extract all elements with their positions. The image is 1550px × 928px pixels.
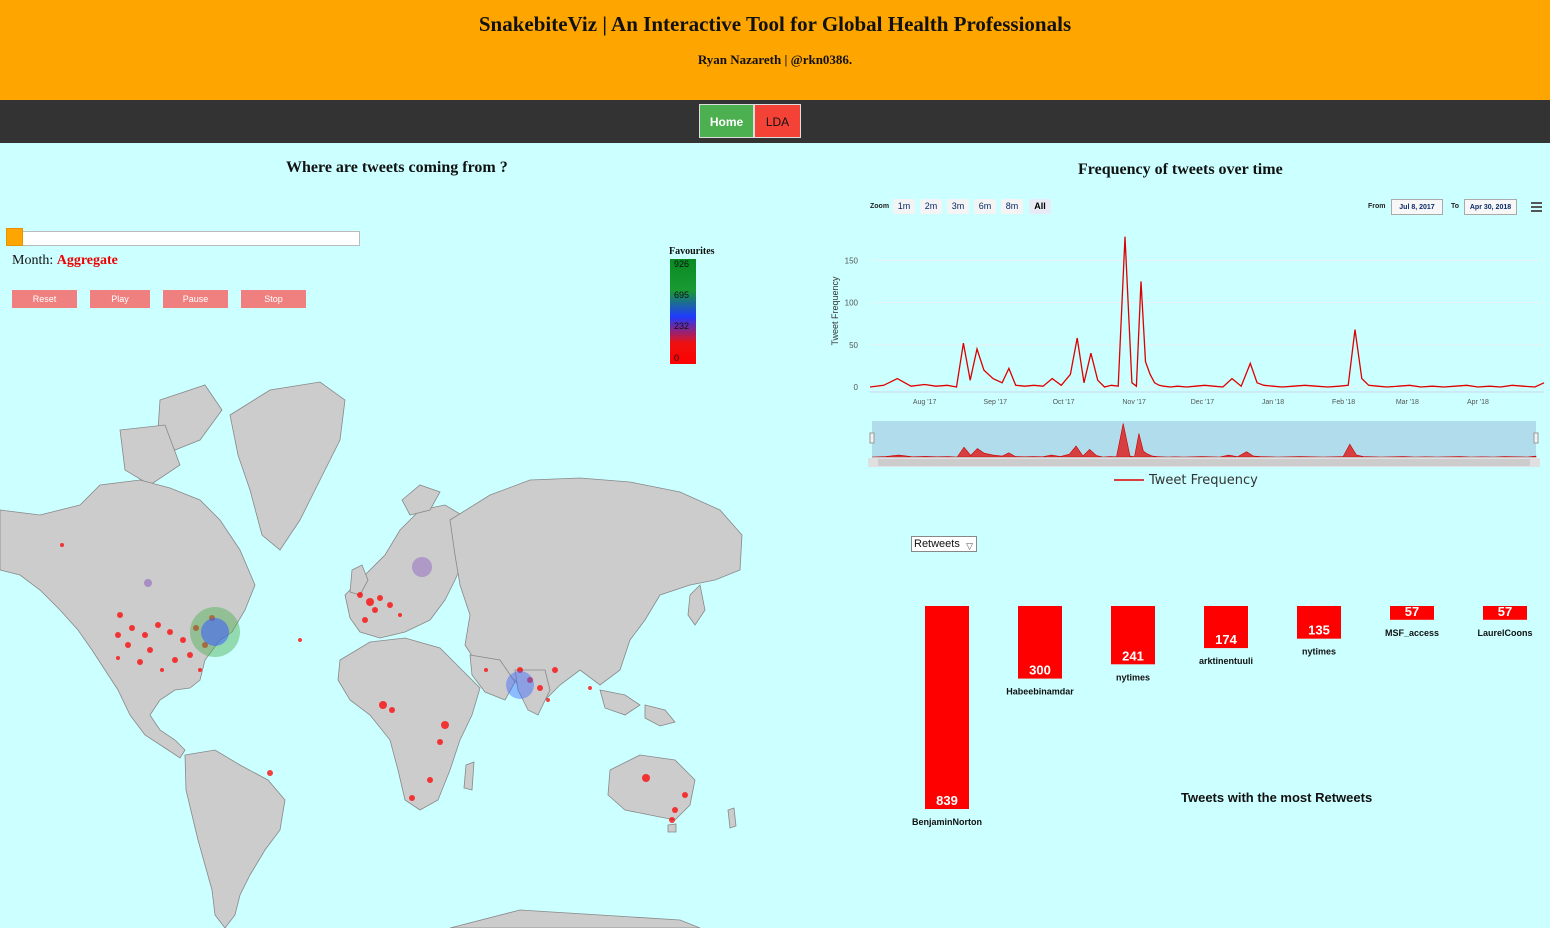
zoom-6m-button[interactable]: 6m (974, 199, 996, 214)
to-date-input[interactable]: Apr 30, 2018 (1464, 199, 1517, 215)
x-tick-label: Feb '18 (1332, 399, 1355, 406)
bar-value-label: 839 (936, 793, 958, 808)
bar-value-label: 57 (1405, 604, 1419, 619)
bar-value-label: 57 (1498, 604, 1512, 619)
australia-shape (607, 754, 696, 821)
month-value: Aggregate (56, 253, 118, 268)
favourites-legend-title: Favourites (669, 246, 715, 257)
north-america-shape (0, 479, 256, 759)
chevron-down-icon: ▽ (966, 541, 973, 551)
bar-category-label: nytimes (1116, 672, 1150, 682)
chart-menu-icon[interactable] (1531, 202, 1542, 212)
zoom-all-button[interactable]: All (1029, 199, 1051, 214)
play-button[interactable]: Play (90, 290, 150, 308)
map-title: Where are tweets coming from ? (286, 159, 508, 176)
bar-value-label: 300 (1029, 663, 1051, 678)
top-nav: Home LDA (0, 100, 1550, 143)
y-tick-label: 0 (854, 383, 859, 392)
favourites-bubble-purple (412, 557, 432, 577)
legend-tick: 232 (674, 321, 690, 331)
bar[interactable] (1018, 606, 1062, 679)
x-tick-label: Jan '18 (1262, 399, 1284, 406)
favourites-bubble-blue (201, 618, 229, 646)
retweets-bar-chart: 839 BenjaminNorton 300 Habeebinamdar 241 nyti… (912, 604, 1533, 827)
from-label: From (1368, 203, 1386, 210)
africa-shape (337, 637, 481, 811)
bar-value-label: 135 (1308, 623, 1330, 638)
bar-category-label: BenjaminNorton (912, 817, 982, 827)
time-chart-title: Frequency of tweets over time (1078, 161, 1283, 178)
tweet-dots (60, 543, 688, 823)
navigator-left-handle[interactable] (869, 432, 875, 444)
pause-button[interactable]: Pause (163, 290, 228, 308)
to-label: To (1451, 203, 1460, 210)
month-label: Month: (12, 253, 54, 268)
page-header: SnakebiteViz | An Interactive Tool for G… (0, 0, 1550, 100)
zoom-3m-button[interactable]: 3m (947, 199, 969, 214)
author-line: Ryan Nazareth | @rkn0386. (697, 52, 853, 67)
legend-tick: 926 (674, 259, 690, 269)
tab-home[interactable]: Home (699, 104, 754, 138)
bar-value-label: 241 (1122, 648, 1144, 663)
bar-category-label: MSF_access (1385, 628, 1439, 638)
x-tick-label: Sep '17 (983, 399, 1007, 406)
navigator-window[interactable] (872, 421, 1536, 457)
month-slider-track[interactable] (8, 231, 360, 246)
bar[interactable] (1111, 606, 1155, 665)
bar-category-label: nytimes (1302, 647, 1336, 657)
bar[interactable] (1483, 606, 1527, 620)
bar[interactable] (925, 606, 969, 809)
bar[interactable] (1390, 606, 1434, 620)
month-readout: Month: Aggregate (12, 253, 118, 269)
zoom-2m-button[interactable]: 2m (920, 199, 942, 214)
zoom-1m-button[interactable]: 1m (893, 199, 915, 214)
reset-button[interactable]: Reset (12, 290, 77, 308)
x-tick-label: Mar '18 (1396, 399, 1419, 406)
bar-category-label: LaurelCoons (1477, 628, 1532, 638)
bar[interactable] (1204, 606, 1248, 649)
x-tick-label: Dec '17 (1191, 399, 1215, 406)
favourites-bubble-purple (144, 579, 152, 587)
navigator-right-handle[interactable] (1533, 432, 1539, 444)
page-title: SnakebiteViz | An Interactive Tool for G… (478, 12, 1072, 36)
legend-series-label[interactable]: Tweet Frequency (1148, 473, 1258, 488)
bar-chart-title: Tweets with the most Retweets (1181, 790, 1373, 805)
greenland-shape (229, 381, 346, 551)
tweet-frequency-line[interactable] (869, 236, 1545, 388)
x-tick-label: Oct '17 (1053, 399, 1075, 406)
world-map[interactable] (0, 370, 760, 928)
bar-category-label: Habeebinamdar (1006, 687, 1074, 697)
metric-select[interactable]: Retweets ▽ (911, 536, 977, 552)
bar-value-label: 174 (1215, 632, 1237, 647)
stop-button[interactable]: Stop (241, 290, 306, 308)
month-slider-handle[interactable] (6, 228, 23, 246)
tweet-frequency-chart[interactable]: 0 50 100 150 Tweet Frequency Aug '17 Sep '17 Oc… (820, 225, 1550, 490)
legend-tick: 695 (674, 290, 690, 300)
bar-category-label: arktinentuuli (1199, 656, 1253, 666)
x-tick-label: Apr '18 (1467, 399, 1489, 406)
navigator-scrollbar-thumb[interactable] (878, 459, 1530, 466)
x-tick-label: Aug '17 (913, 399, 937, 406)
legend-tick: 0 (674, 353, 680, 363)
favourites-color-scale (670, 259, 696, 364)
y-axis-label: Tweet Frequency (830, 276, 840, 346)
x-tick-label: Nov '17 (1122, 399, 1146, 406)
south-america-shape (184, 749, 286, 928)
tab-lda[interactable]: LDA (754, 104, 801, 138)
from-date-input[interactable]: Jul 8, 2017 (1391, 199, 1443, 215)
metric-select-value: Retweets (914, 538, 960, 550)
zoom-8m-button[interactable]: 8m (1001, 199, 1023, 214)
y-tick-label: 150 (845, 256, 859, 265)
navigator-series (871, 423, 1537, 458)
bar[interactable] (1297, 606, 1341, 639)
zoom-label: Zoom (870, 203, 890, 210)
favourites-bubble-blue (506, 671, 534, 699)
y-tick-label: 50 (849, 341, 858, 350)
y-tick-label: 100 (845, 299, 859, 308)
